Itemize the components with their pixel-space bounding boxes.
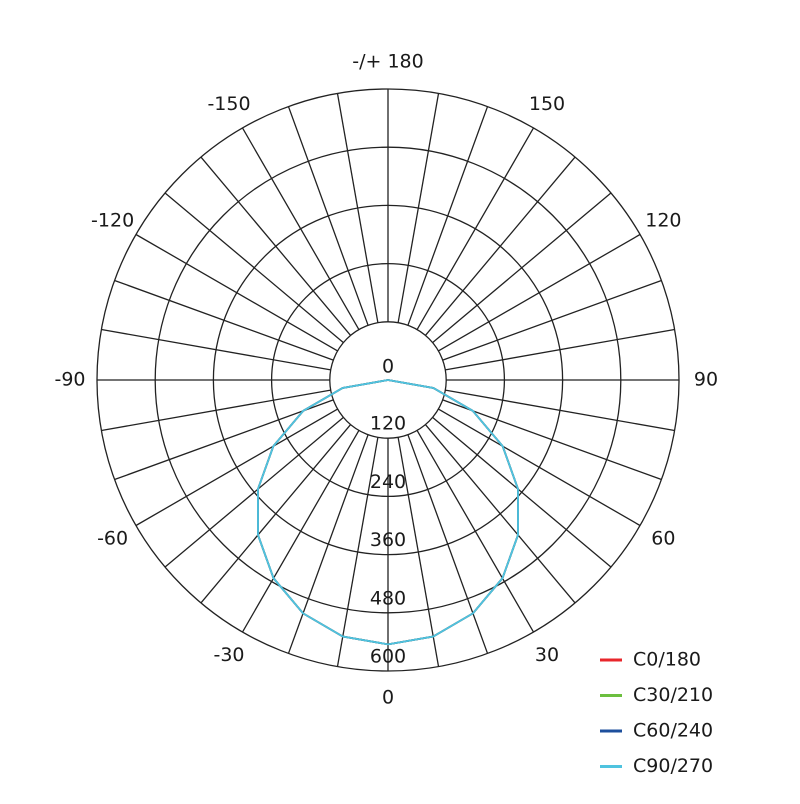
- r-tick-label: 600: [370, 646, 406, 668]
- theta-tick-label: 60: [651, 528, 675, 550]
- r-tick-label: 480: [370, 587, 406, 609]
- r-tick-label: 360: [370, 529, 406, 551]
- theta-tick-label: 150: [529, 93, 565, 115]
- r-tick-label: 120: [370, 413, 406, 435]
- ring-grid-line: [154, 146, 622, 614]
- r-tick-label: 240: [370, 471, 406, 493]
- theta-tick-label: 90: [694, 369, 718, 391]
- theta-tick-label: -/+ 180: [352, 51, 423, 73]
- ring-grid-line: [329, 321, 447, 439]
- theta-tick-label: -150: [207, 93, 250, 115]
- intensity-curve: [257, 379, 519, 646]
- theta-tick-label: -60: [97, 528, 128, 550]
- theta-tick-label: -90: [54, 369, 85, 391]
- ring-grid-line: [270, 262, 506, 498]
- theta-tick-label: -30: [213, 644, 244, 666]
- theta-tick-label: -120: [91, 210, 134, 232]
- legend-label: C60/240: [633, 720, 713, 742]
- theta-tick-label: 0: [382, 687, 394, 709]
- theta-tick-label: 120: [645, 210, 681, 232]
- theta-tick-label: 30: [535, 644, 559, 666]
- legend-label: C30/210: [633, 684, 713, 706]
- legend-label: C90/270: [633, 755, 713, 777]
- ring-grid-line: [212, 204, 564, 556]
- r-tick-label: 0: [382, 356, 394, 378]
- ring-grid-line: [96, 88, 680, 672]
- legend-label: C0/180: [633, 649, 701, 671]
